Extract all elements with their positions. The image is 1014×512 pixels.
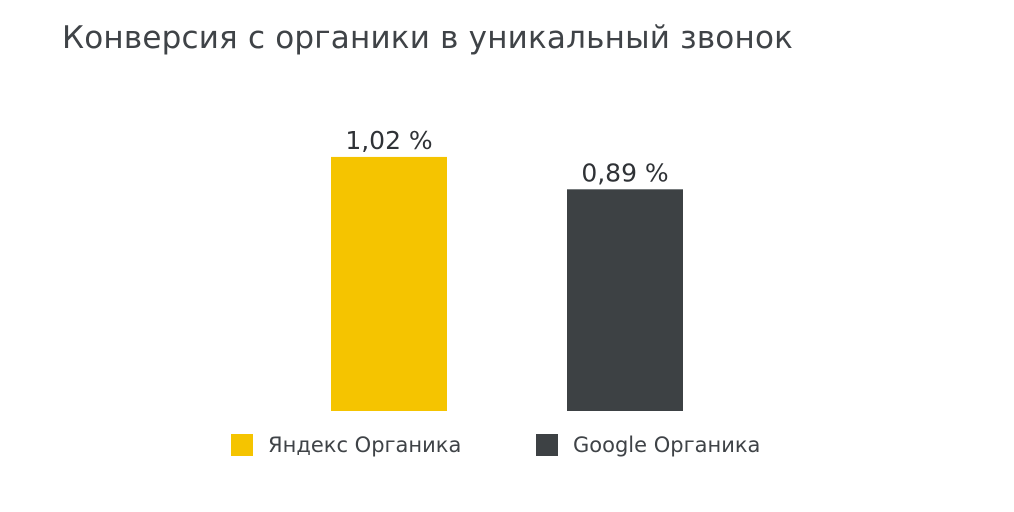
legend-item-google: Google Органика — [536, 430, 760, 460]
chart-legend: Яндекс Органика Google Органика — [0, 430, 1014, 460]
legend-label-yandex: Яндекс Органика — [268, 433, 462, 457]
value-label-yandex: 1,02 % — [345, 126, 432, 155]
chart-title: Конверсия с органики в уникальный звонок — [62, 20, 794, 56]
legend-label-google: Google Органика — [573, 433, 761, 457]
legend-swatch-google — [536, 434, 558, 456]
bar-google — [567, 189, 683, 411]
legend-swatch-yandex — [231, 434, 253, 456]
value-label-google: 0,89 % — [581, 158, 668, 187]
legend-item-yandex: Яндекс Органика — [231, 430, 461, 460]
bar-yandex — [331, 156, 447, 411]
